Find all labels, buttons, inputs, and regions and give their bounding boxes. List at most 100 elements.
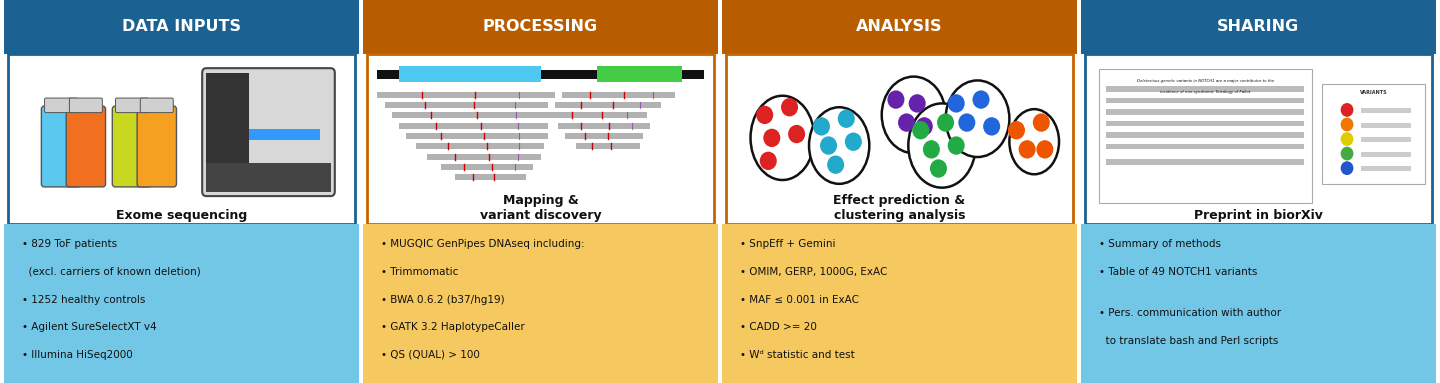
FancyBboxPatch shape — [1084, 54, 1433, 224]
Text: • 1252 healthy controls: • 1252 healthy controls — [22, 295, 145, 304]
Text: Preprint in biorXiv: Preprint in biorXiv — [1194, 209, 1323, 222]
Text: PROCESSING: PROCESSING — [482, 19, 598, 34]
FancyBboxPatch shape — [1106, 121, 1305, 126]
FancyBboxPatch shape — [392, 112, 547, 118]
Text: • MUGQIC GenPipes DNAseq including:: • MUGQIC GenPipes DNAseq including: — [382, 239, 585, 249]
FancyBboxPatch shape — [202, 68, 336, 196]
FancyBboxPatch shape — [399, 123, 547, 129]
FancyBboxPatch shape — [249, 129, 320, 140]
FancyBboxPatch shape — [206, 163, 331, 192]
Circle shape — [845, 133, 863, 151]
Text: • OMIM, GERP, 1000G, ExAC: • OMIM, GERP, 1000G, ExAC — [740, 267, 887, 277]
FancyBboxPatch shape — [1106, 98, 1305, 103]
FancyBboxPatch shape — [1081, 0, 1436, 54]
Text: • SnpEff + Gemini: • SnpEff + Gemini — [740, 239, 835, 249]
Circle shape — [912, 121, 929, 139]
FancyBboxPatch shape — [721, 224, 1077, 383]
FancyBboxPatch shape — [377, 92, 554, 98]
Circle shape — [814, 117, 829, 136]
Circle shape — [1037, 140, 1053, 159]
Circle shape — [948, 136, 965, 155]
Circle shape — [930, 159, 948, 178]
Text: • QS (QUAL) > 100: • QS (QUAL) > 100 — [382, 350, 480, 360]
Circle shape — [1032, 113, 1050, 132]
Circle shape — [972, 90, 989, 109]
Circle shape — [756, 106, 773, 124]
FancyBboxPatch shape — [4, 0, 359, 54]
Circle shape — [819, 136, 837, 155]
Ellipse shape — [750, 96, 815, 180]
Text: • CADD >= 20: • CADD >= 20 — [740, 322, 816, 332]
FancyBboxPatch shape — [1099, 69, 1312, 203]
FancyBboxPatch shape — [416, 143, 544, 149]
FancyBboxPatch shape — [559, 123, 651, 129]
FancyBboxPatch shape — [428, 154, 540, 160]
Text: • Summary of methods: • Summary of methods — [1099, 239, 1221, 249]
Text: DATA INPUTS: DATA INPUTS — [122, 19, 240, 34]
FancyBboxPatch shape — [1106, 132, 1305, 138]
Circle shape — [760, 152, 776, 170]
FancyBboxPatch shape — [45, 98, 78, 113]
Text: to translate bash and Perl scripts: to translate bash and Perl scripts — [1099, 336, 1279, 345]
Circle shape — [948, 94, 965, 113]
Circle shape — [923, 140, 940, 159]
FancyBboxPatch shape — [1361, 137, 1411, 142]
Text: ANALYSIS: ANALYSIS — [857, 19, 943, 34]
FancyBboxPatch shape — [1106, 109, 1305, 115]
FancyBboxPatch shape — [721, 0, 1077, 54]
Circle shape — [763, 129, 780, 147]
Text: • 829 ToF patients: • 829 ToF patients — [22, 239, 117, 249]
FancyBboxPatch shape — [1361, 152, 1411, 157]
FancyBboxPatch shape — [576, 143, 639, 149]
FancyBboxPatch shape — [7, 54, 356, 224]
Text: VARIANTS: VARIANTS — [1359, 90, 1387, 95]
Circle shape — [838, 110, 855, 128]
Text: • Table of 49 NOTCH1 variants: • Table of 49 NOTCH1 variants — [1099, 267, 1257, 277]
Text: incidence of non-syndromic Tetralogy of Fallot: incidence of non-syndromic Tetralogy of … — [1161, 90, 1250, 94]
FancyBboxPatch shape — [1106, 86, 1305, 92]
Text: • Illumina HiSeq2000: • Illumina HiSeq2000 — [22, 350, 132, 360]
FancyBboxPatch shape — [112, 106, 151, 187]
FancyBboxPatch shape — [399, 66, 540, 82]
FancyBboxPatch shape — [598, 66, 683, 82]
Circle shape — [1008, 121, 1025, 139]
FancyBboxPatch shape — [406, 133, 547, 139]
FancyBboxPatch shape — [455, 174, 527, 180]
Text: • BWA 0.6.2 (b37/hg19): • BWA 0.6.2 (b37/hg19) — [382, 295, 504, 304]
FancyBboxPatch shape — [137, 106, 177, 187]
FancyBboxPatch shape — [367, 54, 714, 224]
FancyBboxPatch shape — [66, 106, 105, 187]
FancyBboxPatch shape — [562, 92, 675, 98]
FancyBboxPatch shape — [566, 133, 644, 139]
Text: SHARING: SHARING — [1217, 19, 1299, 34]
FancyBboxPatch shape — [4, 224, 359, 383]
FancyBboxPatch shape — [1361, 166, 1411, 171]
Circle shape — [984, 117, 1001, 136]
Circle shape — [937, 113, 955, 132]
Text: • Pers. communication with author: • Pers. communication with author — [1099, 308, 1282, 318]
FancyBboxPatch shape — [384, 102, 547, 108]
Circle shape — [1341, 132, 1354, 146]
FancyBboxPatch shape — [726, 54, 1073, 224]
FancyBboxPatch shape — [1361, 123, 1411, 128]
FancyBboxPatch shape — [363, 0, 717, 54]
FancyBboxPatch shape — [115, 98, 148, 113]
Text: Effect prediction &
clustering analysis: Effect prediction & clustering analysis — [834, 194, 966, 222]
Text: • Trimmomatic: • Trimmomatic — [382, 267, 458, 277]
FancyBboxPatch shape — [69, 98, 102, 113]
Circle shape — [780, 98, 798, 116]
Text: • GATK 3.2 HaplotypeCaller: • GATK 3.2 HaplotypeCaller — [382, 322, 524, 332]
FancyBboxPatch shape — [547, 112, 647, 118]
Circle shape — [899, 113, 914, 132]
Circle shape — [827, 155, 844, 174]
Circle shape — [959, 113, 975, 132]
Text: • Agilent SureSelectXT v4: • Agilent SureSelectXT v4 — [22, 322, 157, 332]
Circle shape — [887, 90, 904, 109]
FancyBboxPatch shape — [1106, 144, 1305, 149]
Ellipse shape — [881, 77, 946, 153]
FancyBboxPatch shape — [206, 73, 249, 192]
Ellipse shape — [809, 107, 870, 184]
FancyBboxPatch shape — [1322, 84, 1426, 184]
Circle shape — [909, 94, 926, 113]
FancyBboxPatch shape — [1081, 224, 1436, 383]
